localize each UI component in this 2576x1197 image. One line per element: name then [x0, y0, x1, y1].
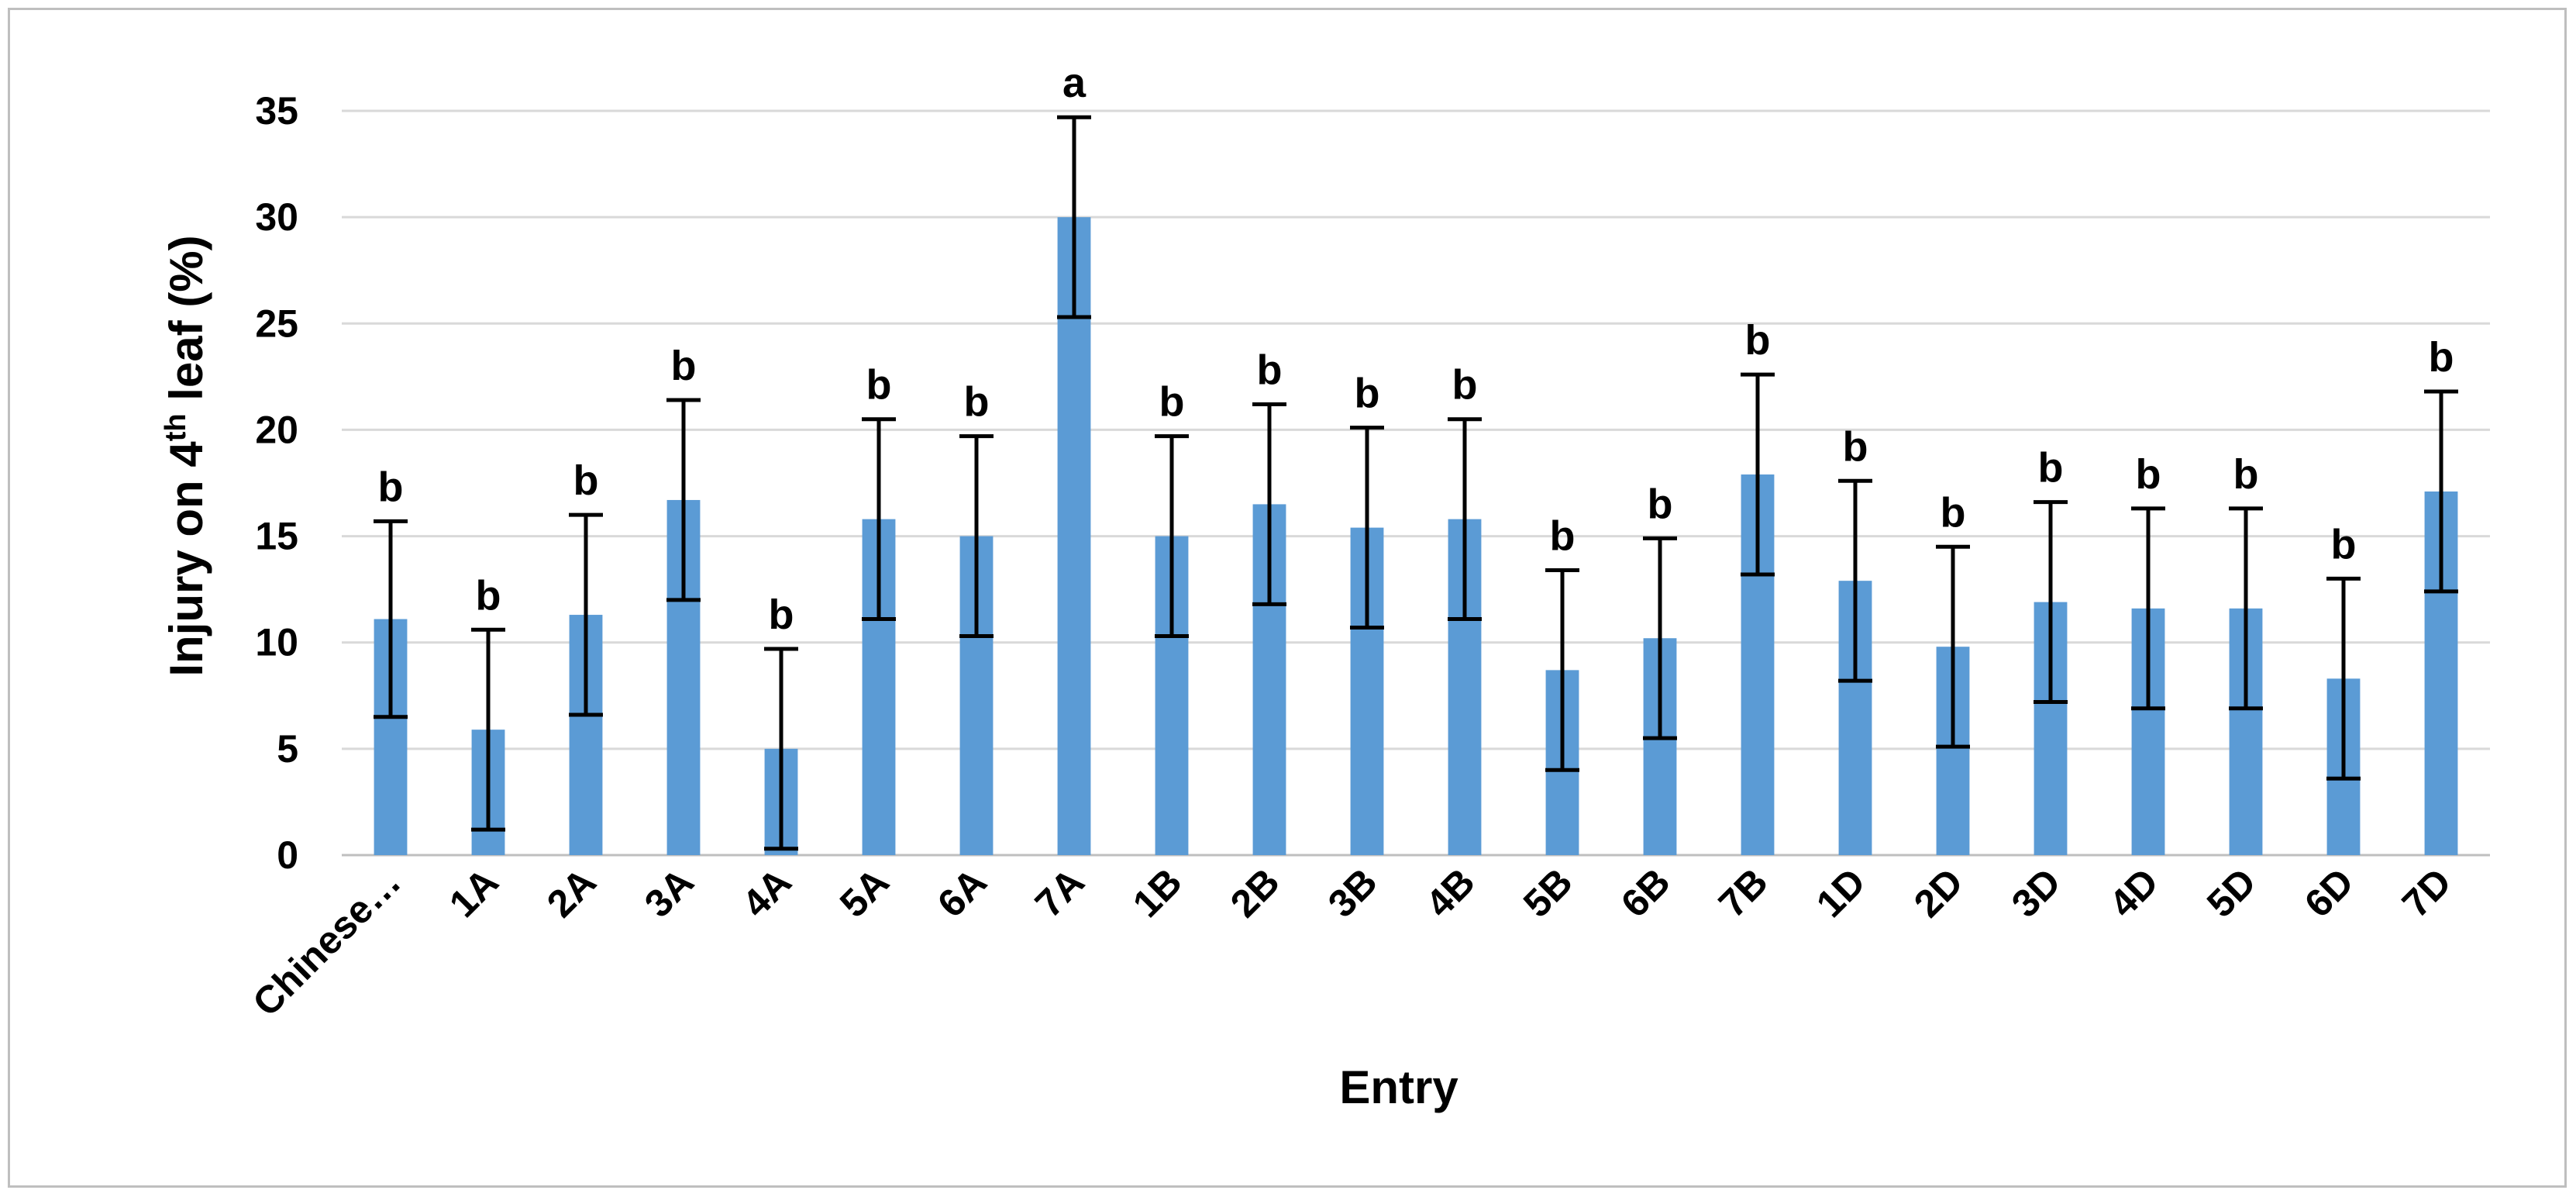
significance-letter: b: [866, 362, 892, 409]
x-tick-label: 7D: [2394, 860, 2460, 926]
significance-letter: b: [671, 343, 697, 389]
bar: [1057, 217, 1091, 856]
significance-letter: b: [2429, 334, 2454, 381]
error-bar: [959, 434, 994, 638]
x-tick-label: 3B: [1320, 860, 1386, 926]
y-tick-label: 35: [255, 89, 298, 133]
x-axis-title: Entry: [1339, 1061, 1458, 1113]
error-bar: [1838, 478, 1872, 683]
error-bar: [374, 519, 408, 719]
error-bar: [1155, 434, 1189, 638]
bar-chart: b b b b b b b a b b b b b b b b b b b b b b 0 5 10 15 20 25 30 35 Ch…: [160, 60, 2490, 1113]
significance-letter: b: [1355, 371, 1380, 417]
significance-letter: a: [1062, 60, 1087, 106]
significance-letter: b: [2233, 451, 2259, 498]
error-bar: [2229, 506, 2263, 711]
error-bar: [764, 647, 798, 851]
x-tick-label: 3A: [636, 860, 702, 926]
y-tick-label: 5: [277, 727, 298, 771]
significance-letter: b: [2038, 445, 2064, 492]
significance-letter: b: [769, 592, 794, 638]
gridlines: [342, 109, 2490, 857]
significance-letter: b: [1452, 362, 1478, 409]
x-tick-label: 5D: [2199, 860, 2264, 926]
significance-letter: b: [476, 572, 501, 619]
x-tick-label: 7B: [1710, 860, 1776, 926]
y-axis-title: Injury on 4th leaf (%): [160, 235, 212, 676]
x-tick-label: 7A: [1027, 860, 1093, 926]
x-tick-label: 3D: [2003, 860, 2069, 926]
error-bar: [862, 417, 896, 622]
chart-frame: b b b b b b b a b b b b b b b b b b b b b b 0 5 10 15 20 25 30 35 Ch…: [8, 8, 2567, 1188]
error-bar: [1057, 115, 1091, 319]
x-tick-label: 5A: [832, 860, 897, 926]
error-bars: [374, 115, 2458, 851]
significance-letter: b: [1257, 347, 1283, 394]
x-tick-label: 6A: [929, 860, 995, 926]
significance-letters: b b b b b b b a b b b b b b b b b b b b b b: [378, 60, 2454, 638]
y-tick-label: 20: [255, 408, 298, 451]
error-bar: [2326, 576, 2361, 781]
x-tick-label: 1D: [1808, 860, 1874, 926]
error-bar: [471, 627, 505, 832]
error-bar: [1545, 567, 1579, 772]
significance-letter: b: [1550, 512, 1576, 559]
x-tick-label: 2D: [1906, 860, 1972, 926]
y-tick-label: 10: [255, 621, 298, 664]
significance-letter: b: [1159, 379, 1185, 426]
error-bar: [1252, 402, 1286, 606]
x-tick-label: 1A: [441, 860, 507, 926]
y-tick-label: 15: [255, 515, 298, 558]
significance-letter: b: [378, 464, 404, 510]
significance-letter: b: [2136, 451, 2161, 498]
x-tick-label: 6D: [2296, 860, 2362, 926]
error-bar: [1741, 372, 1775, 577]
x-tick-label: Chinese…: [244, 860, 408, 1024]
error-bar: [666, 398, 701, 602]
x-tick-label: 5B: [1515, 860, 1581, 926]
x-tick-label: 6B: [1613, 860, 1679, 926]
y-tick-label: 30: [255, 195, 298, 239]
significance-letter: b: [1745, 317, 1771, 364]
x-tick-label: 1B: [1124, 860, 1190, 926]
y-tick-label: 25: [255, 302, 298, 345]
y-tick-label: 0: [277, 833, 298, 877]
x-tick-label: 4B: [1417, 860, 1483, 926]
error-bar: [1448, 417, 1482, 622]
significance-letter: b: [964, 379, 990, 426]
error-bar: [2424, 389, 2458, 594]
x-tick-label: 4A: [734, 860, 800, 926]
x-tick-labels: Chinese… 1A 2A 3A 4A 5A 6A 7A 1B 2B 3B 4B 5B 6B 7B 1D 2D…: [244, 860, 2459, 1024]
x-tick-label: 2A: [539, 860, 604, 926]
significance-letter: b: [1648, 481, 1673, 527]
significance-letter: b: [1843, 423, 1868, 470]
error-bar: [1350, 426, 1384, 630]
error-bar: [569, 512, 603, 717]
error-bar: [1643, 536, 1677, 740]
significance-letter: b: [2331, 521, 2357, 567]
error-bar: [1936, 544, 1970, 749]
significance-letter: b: [1941, 489, 1966, 536]
y-tick-labels: 0 5 10 15 20 25 30 35: [255, 89, 298, 877]
significance-letter: b: [573, 457, 599, 504]
error-bar: [2034, 500, 2068, 705]
x-tick-label: 4D: [2101, 860, 2167, 926]
x-tick-label: 2B: [1222, 860, 1288, 926]
error-bar: [2131, 506, 2165, 711]
